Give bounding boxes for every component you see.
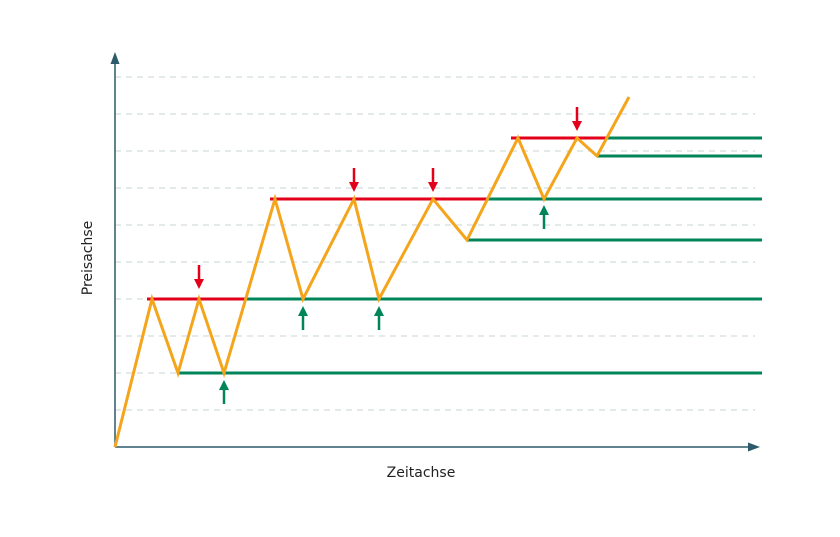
sell-arrows xyxy=(194,107,582,289)
grid-lines xyxy=(115,76,755,411)
y-axis-label: Preisachse xyxy=(80,221,96,296)
resistance-lines xyxy=(147,136,605,301)
support-lines xyxy=(178,136,762,375)
x-axis-label: Zeitachse xyxy=(387,465,456,481)
price-line xyxy=(113,96,631,448)
buy-arrows xyxy=(219,205,549,404)
